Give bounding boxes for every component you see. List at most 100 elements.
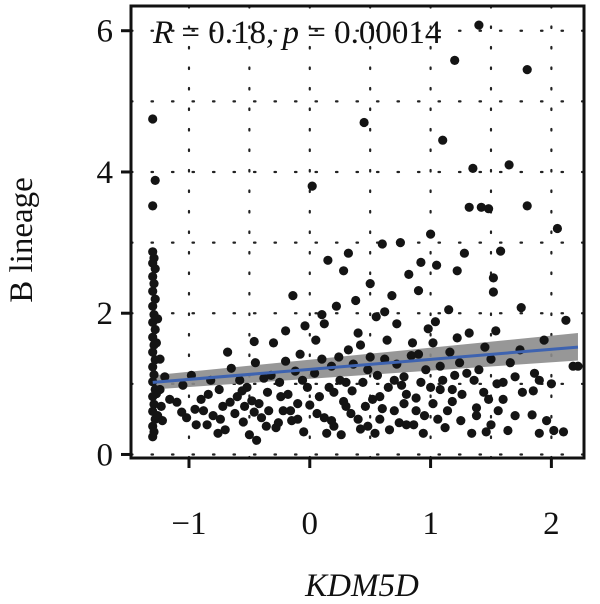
- data-point: [498, 377, 508, 387]
- data-point: [148, 301, 158, 311]
- data-point: [416, 257, 426, 267]
- data-point: [343, 248, 353, 258]
- data-point: [355, 424, 366, 434]
- data-point: [317, 354, 327, 364]
- data-point: [411, 406, 421, 416]
- data-point: [394, 418, 404, 428]
- data-point: [264, 406, 274, 416]
- data-point: [329, 387, 339, 397]
- data-point: [522, 65, 532, 75]
- y-tick-label: 4: [97, 155, 114, 191]
- data-point: [235, 375, 245, 385]
- data-point: [285, 406, 296, 416]
- data-point: [558, 427, 569, 437]
- data-point: [488, 287, 498, 297]
- data-point: [447, 396, 457, 407]
- x-tick-label: −1: [171, 506, 206, 542]
- data-point: [488, 273, 498, 283]
- data-point: [319, 319, 329, 329]
- data-point: [153, 314, 163, 324]
- data-point: [392, 319, 402, 329]
- data-point: [382, 335, 392, 345]
- data-point: [149, 370, 159, 380]
- data-point: [254, 399, 264, 409]
- data-point: [397, 380, 407, 390]
- data-point: [413, 286, 424, 296]
- data-point: [517, 387, 528, 397]
- data-point: [447, 384, 457, 395]
- data-point: [435, 384, 445, 395]
- data-point: [365, 352, 375, 362]
- data-point: [399, 399, 409, 409]
- data-point: [281, 356, 291, 366]
- data-point: [247, 396, 257, 406]
- data-point: [529, 368, 540, 378]
- confidence-band: [152, 332, 578, 390]
- data-point: [522, 201, 532, 211]
- data-point: [307, 181, 317, 191]
- data-point: [484, 394, 494, 404]
- data-point: [343, 345, 353, 355]
- data-point: [450, 55, 460, 65]
- data-point: [310, 368, 320, 378]
- data-point: [399, 372, 409, 382]
- data-point: [351, 295, 361, 306]
- regression-line: [152, 345, 579, 384]
- x-tick-label: 1: [422, 506, 439, 542]
- data-point: [249, 336, 259, 347]
- data-point: [157, 416, 167, 426]
- data-point: [149, 279, 159, 289]
- data-point: [380, 354, 390, 364]
- data-point: [288, 291, 298, 301]
- data-point: [353, 328, 363, 338]
- data-point: [165, 394, 175, 404]
- data-point: [281, 326, 291, 336]
- data-point: [552, 223, 563, 234]
- data-point: [469, 375, 479, 385]
- data-point: [389, 375, 399, 385]
- data-point: [353, 414, 363, 424]
- data-point: [452, 333, 462, 343]
- data-point: [148, 114, 158, 124]
- data-point: [493, 406, 503, 416]
- data-point: [317, 310, 327, 320]
- data-point: [527, 410, 537, 420]
- data-point: [573, 361, 583, 371]
- data-point: [213, 428, 223, 438]
- data-point: [413, 349, 424, 359]
- data-point: [474, 365, 484, 375]
- data-point: [459, 248, 469, 258]
- data-point: [471, 403, 482, 413]
- data-point: [148, 201, 158, 211]
- data-point: [426, 229, 436, 239]
- x-tick-label: 0: [302, 506, 319, 542]
- correlation-annotation: R = 0.18, p = 0.00014: [152, 15, 441, 51]
- data-point: [359, 117, 369, 128]
- data-point: [341, 377, 351, 387]
- data-point: [346, 408, 356, 419]
- data-point: [395, 238, 405, 248]
- data-point: [411, 393, 421, 403]
- data-point: [426, 382, 436, 392]
- data-point: [190, 404, 200, 414]
- p-value: = 0.00014: [299, 15, 441, 51]
- data-point: [480, 342, 490, 352]
- data-point: [474, 20, 484, 30]
- data-point: [401, 389, 411, 399]
- data-point: [226, 363, 236, 373]
- r-symbol: R: [152, 15, 173, 51]
- data-point: [249, 407, 259, 417]
- data-point: [365, 279, 375, 289]
- data-point: [148, 286, 158, 296]
- data-point: [438, 375, 448, 385]
- data-point: [312, 408, 322, 419]
- data-point: [457, 389, 467, 399]
- data-point: [172, 397, 182, 407]
- data-point: [479, 387, 489, 397]
- data-point: [358, 377, 368, 387]
- data-point: [486, 354, 496, 364]
- data-point: [237, 386, 247, 396]
- data-point: [432, 260, 442, 270]
- data-point: [156, 401, 166, 411]
- data-point: [433, 414, 443, 424]
